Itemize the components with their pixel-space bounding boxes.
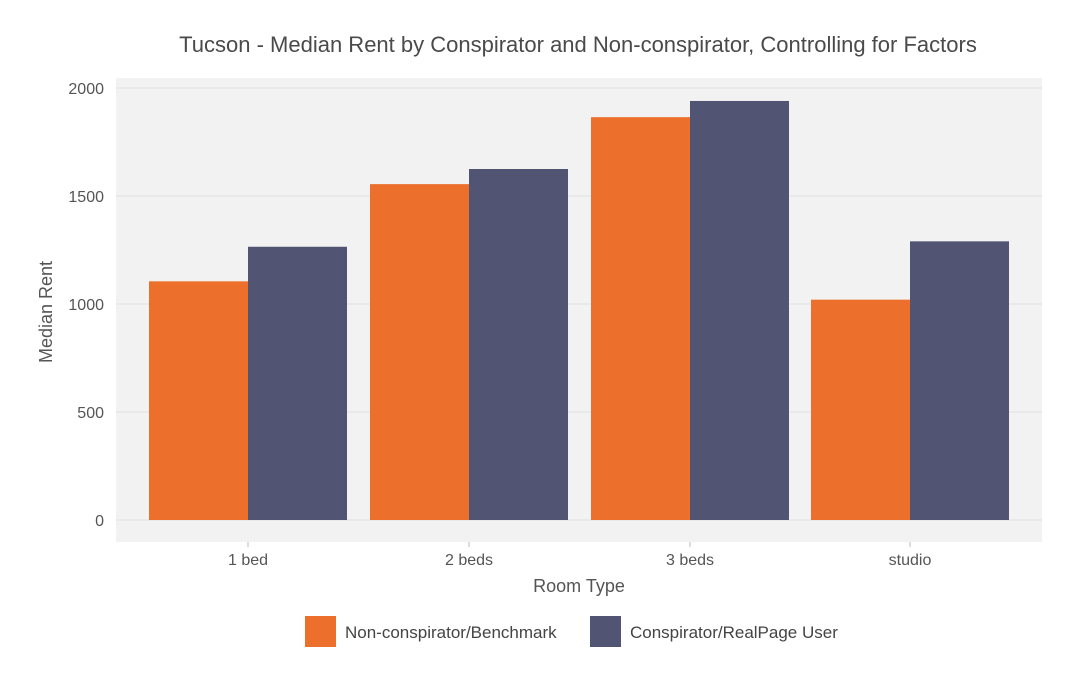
bar-non-conspirator-studio — [811, 299, 910, 520]
bar-conspirator-3-beds — [690, 100, 789, 521]
legend-label: Conspirator/RealPage User — [630, 623, 838, 642]
legend: Non-conspirator/Benchmark Conspirator/Rea… — [305, 616, 838, 647]
y-axis-title: Median Rent — [36, 261, 56, 363]
bar-non-conspirator-1-bed — [149, 281, 248, 520]
bar-non-conspirator-2-beds — [370, 184, 469, 520]
x-tick-label: 1 bed — [228, 552, 268, 569]
x-tick-label: 3 beds — [666, 552, 714, 569]
x-tick-label: studio — [889, 552, 932, 569]
x-tick-label: 2 beds — [445, 552, 493, 569]
legend-label: Non-conspirator/Benchmark — [345, 623, 557, 642]
x-axis-title: Room Type — [533, 576, 625, 596]
y-tick-label: 1000 — [68, 297, 104, 314]
bar-conspirator-1-bed — [248, 246, 347, 520]
bar-non-conspirator-3-beds — [591, 117, 690, 520]
x-axis-ticks: 1 bed 2 beds 3 beds studio — [228, 542, 931, 569]
bar-conspirator-studio — [910, 241, 1009, 521]
bar-conspirator-2-beds — [469, 169, 568, 520]
legend-swatch — [590, 616, 621, 647]
y-tick-label: 1500 — [68, 189, 104, 206]
y-tick-label: 500 — [77, 405, 104, 422]
legend-swatch — [305, 616, 336, 647]
bars-layer — [149, 100, 1009, 521]
y-axis-ticks: 0 500 1000 1500 2000 — [68, 81, 104, 530]
y-tick-label: 0 — [95, 513, 104, 530]
chart-title: Tucson - Median Rent by Conspirator and … — [179, 32, 977, 57]
y-tick-label: 2000 — [68, 81, 104, 98]
